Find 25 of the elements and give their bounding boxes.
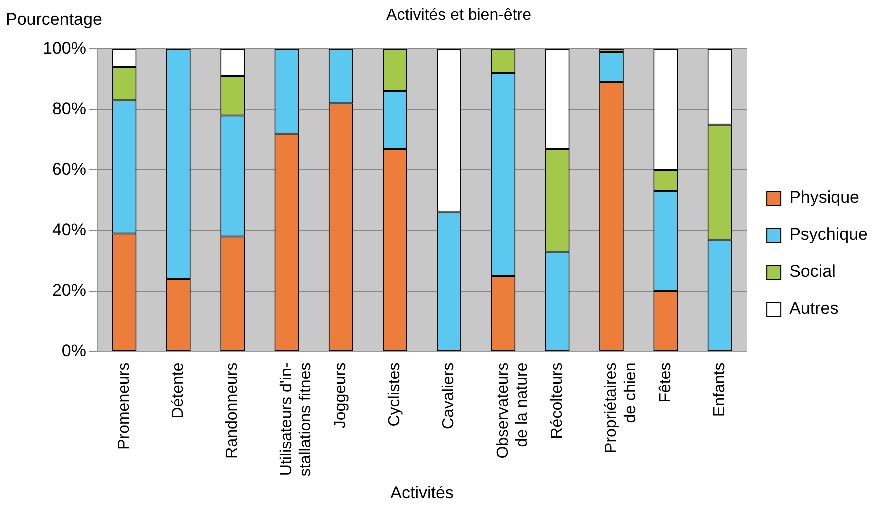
y-tick-label: 0% xyxy=(62,341,86,360)
chart-title: Activités et bien-être xyxy=(386,7,532,24)
y-tick-label: 80% xyxy=(52,99,86,118)
y-axis-title: Pourcentage xyxy=(6,10,102,30)
x-tick-label: Randonneurs xyxy=(224,362,242,459)
legend-label: Autres xyxy=(790,299,839,318)
x-tick-label: Cyclistes xyxy=(386,362,404,427)
x-tick-label: Utilisateurs d'in- stallations fitnes xyxy=(278,362,315,477)
x-tick-label: Fêtes xyxy=(657,362,674,403)
legend-label: Psychique xyxy=(790,225,868,244)
x-tick-label: Détente xyxy=(170,362,188,419)
x-tick-label: Joggeurs xyxy=(332,362,350,429)
y-tick-label: 20% xyxy=(52,280,86,300)
x-tick-label: Récolteurs xyxy=(549,362,566,440)
x-tick-label: Promeneurs xyxy=(116,362,133,450)
x-axis-title: Activités xyxy=(390,483,454,502)
x-tick-label: Enfants xyxy=(711,362,728,418)
y-tick-label: 40% xyxy=(52,220,86,240)
y-tick-label: 60% xyxy=(52,160,86,179)
x-tick-label: Observateurs de la nature xyxy=(494,362,532,459)
x-tick-label: Cavaliers xyxy=(440,362,458,430)
x-tick-label: Propriétaires de chien xyxy=(603,362,640,454)
legend-label: Physique xyxy=(790,188,860,208)
legend-label: Social xyxy=(790,262,836,282)
y-tick-label: 100% xyxy=(42,38,86,58)
